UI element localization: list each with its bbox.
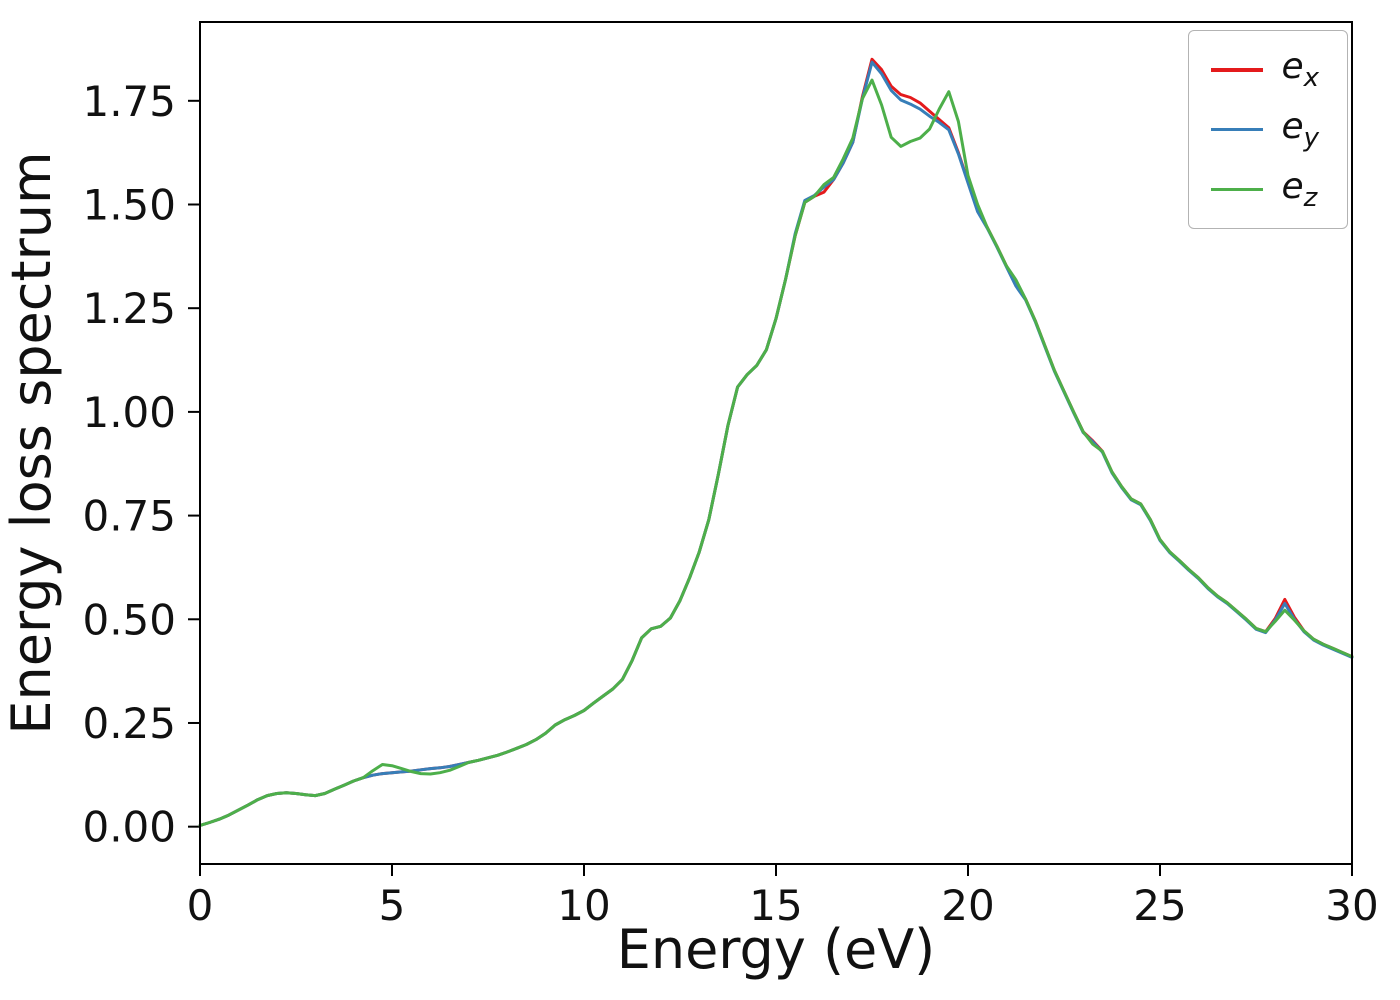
legend-label-ez: ez <box>1281 165 1318 213</box>
legend-line-swatch-ex <box>1211 68 1264 72</box>
x-tick-label: 0 <box>187 881 214 930</box>
y-tick-label: 0.25 <box>82 699 176 748</box>
legend-label-ex: ex <box>1281 46 1319 94</box>
legend: ex ey ez <box>1188 30 1348 230</box>
x-tick-label: 15 <box>749 881 802 930</box>
y-tick-label: 1.00 <box>82 388 176 437</box>
legend-item-ex: ex <box>1211 47 1319 93</box>
plot-area: 0 5 10 15 20 25 30 0.00 0.25 0.50 0.75 1.00 1.25 1.50… <box>82 21 1379 930</box>
x-tick-label: 10 <box>557 881 610 930</box>
legend-item-ey: ey <box>1211 105 1319 153</box>
y-tick-label: 1.75 <box>82 77 176 126</box>
x-axis-label: Energy (eV) <box>617 918 936 981</box>
y-tick-label: 0.75 <box>82 492 176 541</box>
x-tick-label: 20 <box>941 881 994 930</box>
legend-line-swatch-ey <box>1211 127 1264 132</box>
x-tick-label: 5 <box>379 881 406 930</box>
y-tick-label: 0.50 <box>82 595 176 644</box>
plot-border <box>199 21 1353 865</box>
y-axis-label: Energy loss spectrum <box>0 151 63 734</box>
series-line-ez <box>198 78 1354 827</box>
legend-label-ey: ey <box>1281 105 1319 153</box>
series-line-ex <box>198 57 1354 827</box>
x-tick-label: 25 <box>1133 881 1186 930</box>
legend-item-ez: ez <box>1211 165 1319 213</box>
x-tick-label: 30 <box>1325 881 1378 930</box>
series-line-ey <box>198 60 1354 827</box>
y-tick-label: 1.25 <box>82 284 176 333</box>
legend-line-swatch-ez <box>1211 187 1264 192</box>
y-tick-label: 0.00 <box>82 803 176 852</box>
y-tick-label: 1.50 <box>82 181 176 230</box>
